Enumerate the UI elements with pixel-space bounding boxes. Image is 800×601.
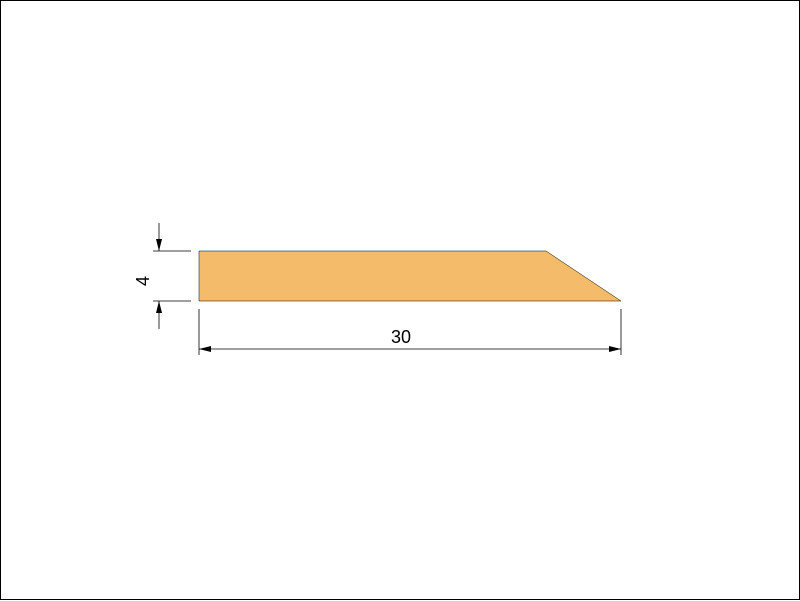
dim-width-value: 30 — [391, 327, 411, 347]
profile-shape — [199, 251, 621, 301]
dim-width: 30 — [199, 309, 621, 355]
dim-height: 4 — [133, 223, 191, 329]
drawing-canvas: 4 30 — [1, 1, 800, 601]
dim-height-value: 4 — [133, 276, 153, 286]
